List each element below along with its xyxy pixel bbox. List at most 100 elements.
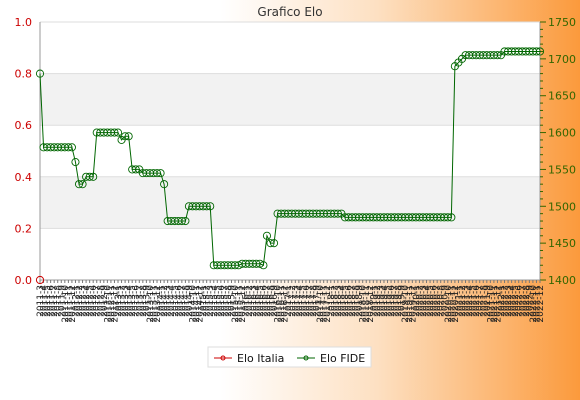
fide-point bbox=[269, 239, 279, 248]
fide-point bbox=[113, 128, 123, 137]
x-tick-label: 2022-12 bbox=[536, 285, 546, 323]
x-tick-label: 2021-10 bbox=[486, 285, 496, 323]
x-tick-label: 2011-9 bbox=[57, 285, 67, 317]
x-tick-label: 2017-9 bbox=[313, 285, 323, 317]
x-tick-label: 2018-1 bbox=[327, 285, 337, 317]
x-tick-label: 2011-11 bbox=[64, 285, 74, 323]
x-tick-label: 2012-9 bbox=[100, 285, 110, 317]
right-tick-label: 1600 bbox=[548, 127, 576, 140]
x-tick-label: 2017-1 bbox=[284, 285, 294, 317]
series-elo-fide bbox=[35, 47, 545, 270]
fide-point bbox=[177, 216, 186, 226]
fide-point bbox=[35, 69, 45, 78]
x-tick-label: 2013-4 bbox=[125, 285, 135, 317]
x-tick-label: 2013-1 bbox=[114, 285, 124, 317]
right-axis-ticks: 1400 1450 1500 1550 1600 1650 1700 1750 bbox=[540, 16, 576, 287]
x-tick-label: 2015-8 bbox=[224, 285, 234, 317]
x-tick-label: 2020-6 bbox=[430, 285, 440, 317]
right-tick-label: 1650 bbox=[548, 90, 576, 103]
x-tick-label: 2013-7 bbox=[135, 285, 145, 317]
x-tick-label: 2016-7 bbox=[263, 285, 273, 317]
x-tick-label: 2019-6 bbox=[387, 285, 397, 317]
x-tick-label: 2017-2 bbox=[288, 285, 298, 317]
x-tick-label: 2018-5 bbox=[341, 285, 351, 317]
x-tick-label: 2021-6 bbox=[472, 285, 482, 317]
x-tick-label: 2011-4 bbox=[40, 285, 50, 317]
x-tick-label: 2022-4 bbox=[508, 285, 518, 317]
x-tick-label: 2015-5 bbox=[213, 285, 223, 317]
x-tick-label: 2012-3 bbox=[79, 285, 89, 317]
x-tick-label: 2021-9 bbox=[483, 285, 493, 317]
fide-point bbox=[532, 47, 541, 56]
x-tick-label: 2022-3 bbox=[504, 285, 514, 317]
x-tick-label: 2012-8 bbox=[96, 285, 106, 317]
x-tick-label: 2019-8 bbox=[394, 285, 404, 317]
legend-fide-label: Elo FIDE bbox=[320, 352, 365, 365]
x-tick-label: 2011-8 bbox=[54, 285, 64, 317]
fide-point bbox=[493, 51, 502, 60]
fide-point bbox=[64, 143, 73, 152]
x-tick-label: 2021-12 bbox=[493, 285, 503, 323]
left-tick-label: 0.2 bbox=[15, 222, 33, 235]
grid-band bbox=[40, 176, 540, 229]
x-tick-label: 2013-9 bbox=[142, 285, 152, 317]
x-tick-label: 2013-10 bbox=[146, 285, 156, 323]
left-tick-label: 0.0 bbox=[15, 274, 33, 287]
x-tick-label: 2012-12 bbox=[110, 285, 120, 323]
x-tick-label: 2016-9 bbox=[270, 285, 280, 317]
x-tick-label: 2020-3 bbox=[419, 285, 429, 317]
fide-point bbox=[535, 47, 545, 56]
x-tick-label: 2019-9 bbox=[398, 285, 408, 317]
x-tick-label: 2014-8 bbox=[181, 285, 191, 317]
x-tick-label: 2014-4 bbox=[167, 285, 177, 317]
fide-point bbox=[262, 231, 272, 240]
fide-point bbox=[67, 143, 76, 152]
x-tick-label: 2015-4 bbox=[210, 285, 220, 317]
italia-point bbox=[35, 275, 45, 285]
x-tick-label: 2016-10 bbox=[274, 285, 284, 323]
x-tick-label: 2022-9 bbox=[525, 285, 535, 317]
x-tick-label: 2011-12 bbox=[68, 285, 78, 323]
x-tick-label: 2015-3 bbox=[206, 285, 216, 317]
x-tick-label: 2019-1 bbox=[369, 285, 379, 317]
fide-point bbox=[89, 172, 98, 181]
x-tick-label: 2020-8 bbox=[437, 285, 447, 317]
x-tick-label: 2013-11 bbox=[149, 285, 159, 323]
x-tick-label: 2019-3 bbox=[376, 285, 386, 317]
x-tick-label: 2021-7 bbox=[476, 285, 486, 317]
series-elo-italia bbox=[35, 275, 45, 285]
x-tick-label: 2012-10 bbox=[103, 285, 113, 323]
x-tick-label: 2013-8 bbox=[139, 285, 149, 317]
x-tick-label: 2018-8 bbox=[352, 285, 362, 317]
fide-point bbox=[181, 216, 190, 226]
x-tick-label: 2018-2 bbox=[330, 285, 340, 317]
fide-point bbox=[160, 180, 169, 189]
x-tick-label: 2020-5 bbox=[426, 285, 436, 317]
x-tick-label: 2019-11 bbox=[405, 285, 415, 323]
x-tick-label: 2014-6 bbox=[174, 285, 184, 317]
x-tick-label: 2018-9 bbox=[355, 285, 365, 317]
x-tick-label: 2016-5 bbox=[256, 285, 266, 317]
right-tick-label: 1500 bbox=[548, 200, 576, 213]
x-tick-label: 2014-10 bbox=[188, 285, 198, 323]
x-tick-label: 2014-3 bbox=[164, 285, 174, 317]
legend: Elo Italia Elo FIDE bbox=[207, 346, 372, 368]
legend-italia-label: Elo Italia bbox=[237, 352, 284, 365]
x-tick-label: 2012-7 bbox=[93, 285, 103, 317]
x-tick-label: 2016-4 bbox=[252, 285, 262, 317]
x-tick-label: 2017-10 bbox=[316, 285, 326, 323]
x-tick-label: 2017-3 bbox=[291, 285, 301, 317]
fide-point bbox=[443, 213, 452, 222]
x-tick-label: 2020-10 bbox=[444, 285, 454, 323]
x-tick-label: 2013-5 bbox=[128, 285, 138, 317]
x-tick-label: 2021-3 bbox=[462, 285, 472, 317]
x-tick-label: 2012-1 bbox=[71, 285, 81, 317]
x-tick-label: 2014-12 bbox=[196, 285, 206, 323]
x-tick-label: 2022-6 bbox=[515, 285, 525, 317]
x-tick-label: 2020-2 bbox=[415, 285, 425, 317]
x-tick-label: 2012-4 bbox=[82, 285, 92, 317]
x-tick-label: 2014-5 bbox=[171, 285, 181, 317]
right-tick-label: 1700 bbox=[548, 53, 576, 66]
